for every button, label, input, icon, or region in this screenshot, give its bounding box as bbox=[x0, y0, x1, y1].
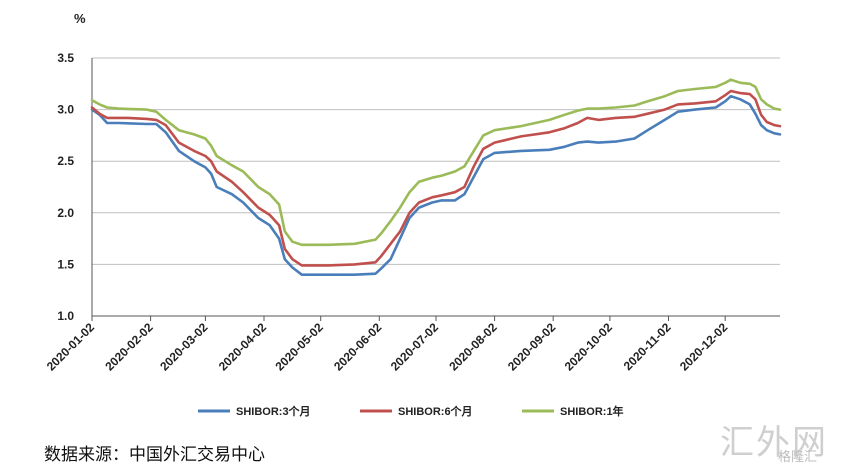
y-tick-label: 1.0 bbox=[57, 309, 74, 323]
x-tick-label: 2020-07-02 bbox=[388, 320, 442, 374]
x-tick-label: 2020-08-02 bbox=[446, 320, 500, 374]
x-tick-label: 2020-09-02 bbox=[505, 320, 559, 374]
legend-label: SHIBOR:6个月 bbox=[398, 404, 473, 418]
legend-label: SHIBOR:1年 bbox=[560, 404, 624, 418]
x-tick-label: 2020-04-02 bbox=[216, 320, 270, 374]
x-tick-label: 2020-10-02 bbox=[562, 320, 616, 374]
x-tick-label: 2020-01-02 bbox=[44, 320, 98, 374]
watermark-sub: 格隆汇 bbox=[778, 450, 818, 465]
y-unit-label: % bbox=[74, 11, 86, 26]
series-line-0 bbox=[90, 94, 782, 277]
legend-label: SHIBOR:3个月 bbox=[236, 404, 311, 418]
source-note: 数据来源：中国外汇交易中心 bbox=[44, 445, 265, 465]
series-lines bbox=[90, 78, 782, 277]
series-line-2 bbox=[90, 78, 782, 247]
y-tick-label: 2.0 bbox=[57, 206, 74, 220]
legend: SHIBOR:3个月 SHIBOR:6个月 SHIBOR:1年 bbox=[198, 404, 624, 418]
x-tick-label: 2020-03-02 bbox=[157, 320, 211, 374]
axes bbox=[91, 58, 780, 321]
watermark-logo: 汇外网 bbox=[720, 423, 828, 463]
y-tick-label: 3.0 bbox=[57, 103, 74, 117]
y-tick-label: 3.5 bbox=[57, 51, 74, 65]
y-tick-label: 2.5 bbox=[57, 154, 74, 168]
x-tick-label: 2020-05-02 bbox=[273, 320, 327, 374]
x-tick-label: 2020-02-02 bbox=[102, 320, 156, 374]
series-line-1 bbox=[90, 89, 782, 267]
x-tick-label: 2020-11-02 bbox=[621, 320, 674, 373]
y-tick-label: 1.5 bbox=[57, 257, 74, 271]
x-tick-label: 2020-12-02 bbox=[677, 320, 731, 374]
x-tick-label: 2020-06-02 bbox=[331, 320, 385, 374]
